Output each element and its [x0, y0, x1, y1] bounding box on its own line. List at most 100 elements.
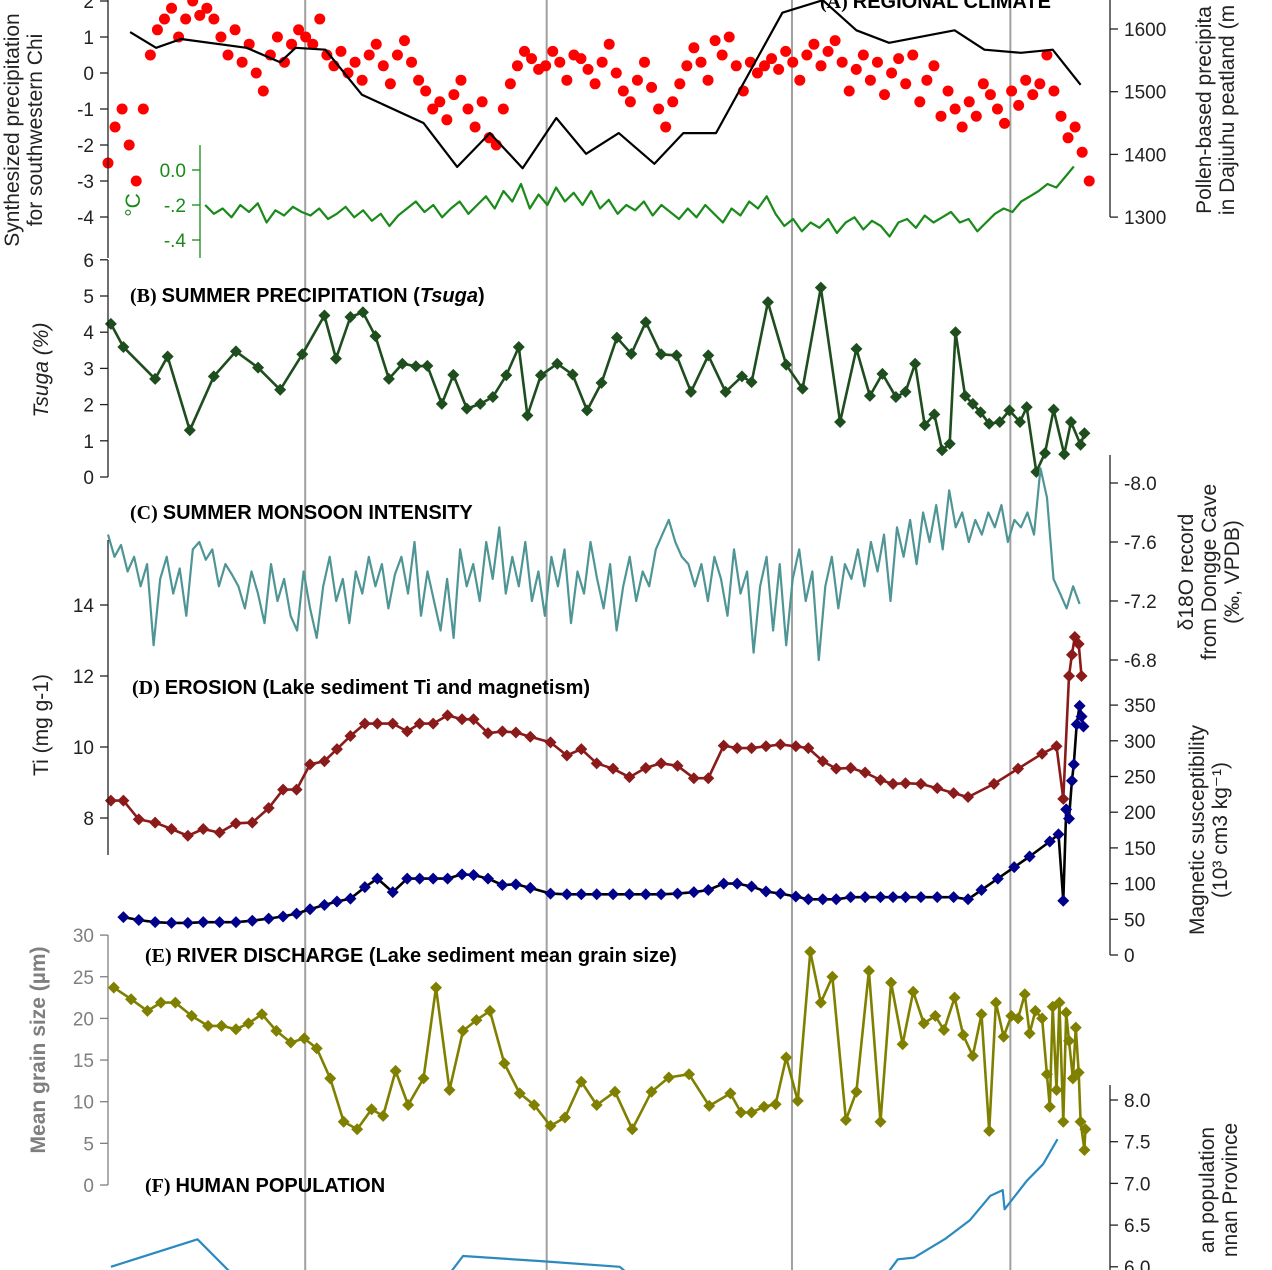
data-point — [229, 24, 241, 36]
data-point — [222, 49, 234, 61]
data-marker — [358, 881, 371, 894]
data-marker — [639, 316, 652, 329]
data-marker — [1065, 648, 1078, 661]
data-marker — [183, 424, 196, 437]
data-point — [314, 13, 326, 25]
data-marker — [443, 1084, 456, 1097]
data-marker — [1067, 758, 1080, 771]
data-point — [857, 49, 869, 61]
axis-d-mag: 0 50 100 150 200 250 300 350 Magnetic susceptibi… — [1109, 690, 1232, 967]
data-marker — [207, 370, 220, 383]
data-point — [1006, 85, 1018, 97]
data-marker — [481, 727, 494, 740]
data-marker — [558, 1111, 571, 1124]
data-marker — [402, 1099, 415, 1112]
data-marker — [104, 794, 117, 807]
data-marker — [590, 757, 603, 770]
data-marker — [959, 389, 972, 402]
data-marker — [581, 404, 594, 417]
tick-label: -6.8 — [1124, 651, 1157, 672]
axis-title: Mean grain size (µm) — [27, 947, 50, 1154]
data-marker — [310, 1042, 323, 1055]
data-marker — [165, 916, 178, 929]
data-marker — [947, 891, 960, 904]
data-marker — [802, 742, 815, 755]
data-marker — [876, 367, 889, 380]
data-marker — [304, 758, 317, 771]
data-point — [1069, 121, 1081, 133]
data-marker — [899, 891, 912, 904]
data-point — [674, 78, 686, 90]
data-point — [808, 38, 820, 50]
data-marker — [590, 888, 603, 901]
data-marker — [132, 813, 145, 826]
axis-e: 0 5 10 15 20 25 30 Mean grain size (µm) — [27, 926, 109, 1197]
tick-label: 12 — [73, 667, 94, 688]
data-point — [709, 35, 721, 47]
data-marker — [252, 361, 265, 374]
data-marker — [330, 895, 343, 908]
data-marker — [197, 823, 210, 836]
data-marker — [1029, 1004, 1042, 1017]
data-marker — [907, 985, 920, 998]
data-marker — [850, 1085, 863, 1098]
axis-title-line: nnan Province — [1219, 1123, 1242, 1257]
data-marker — [655, 888, 668, 901]
data-point — [1062, 132, 1074, 144]
data-marker — [949, 326, 962, 339]
data-point — [759, 60, 771, 72]
data-marker — [789, 890, 802, 903]
series-line — [106, 467, 1081, 662]
data-marker — [409, 360, 422, 373]
axis-title-line: in Dajiuhu peatland (m — [1216, 5, 1239, 215]
data-marker — [1047, 403, 1060, 416]
data-marker — [1050, 740, 1063, 753]
data-marker — [456, 713, 469, 726]
data-point — [822, 45, 834, 57]
panel-title-text: SUMMER MONSOON INTENSITY — [163, 502, 474, 524]
data-point — [293, 24, 305, 36]
data-marker — [149, 916, 162, 929]
data-marker — [595, 376, 608, 389]
data-marker — [560, 888, 573, 901]
data-point — [455, 74, 467, 86]
tick-label: 8.0 — [1124, 1091, 1150, 1112]
data-marker — [369, 330, 382, 343]
tick-label: 20 — [73, 1009, 94, 1030]
data-marker — [296, 348, 309, 361]
data-marker — [683, 1068, 696, 1081]
data-point — [427, 103, 439, 115]
data-point — [257, 85, 269, 97]
data-marker — [483, 1004, 496, 1017]
data-marker — [427, 717, 440, 730]
data-marker — [774, 738, 787, 751]
data-marker — [441, 872, 454, 885]
data-marker — [481, 872, 494, 885]
data-marker — [717, 739, 730, 752]
data-marker — [774, 887, 787, 900]
series-line — [113, 950, 1087, 1152]
data-marker — [761, 296, 774, 309]
data-marker — [509, 726, 522, 739]
axis-a-temp: 0.0 -.2 -.4 °C — [122, 145, 201, 258]
data-marker — [544, 1119, 557, 1132]
series-line — [123, 704, 1085, 925]
tick-label: 3 — [83, 359, 94, 380]
tick-label: 0 — [1124, 946, 1135, 967]
panel-letter: (A) — [820, 0, 853, 13]
data-marker — [417, 1072, 430, 1085]
data-point — [554, 56, 566, 68]
data-point — [956, 121, 968, 133]
data-marker — [1074, 438, 1087, 451]
panel-letter: (F) — [145, 1175, 176, 1197]
series-line — [204, 165, 1075, 238]
data-point — [208, 13, 220, 25]
data-marker — [1013, 415, 1026, 428]
data-marker — [154, 996, 167, 1009]
data-marker — [702, 349, 715, 362]
tick-label: -.2 — [164, 196, 186, 217]
data-point — [166, 2, 178, 14]
data-marker — [834, 415, 847, 428]
data-marker — [413, 872, 426, 885]
